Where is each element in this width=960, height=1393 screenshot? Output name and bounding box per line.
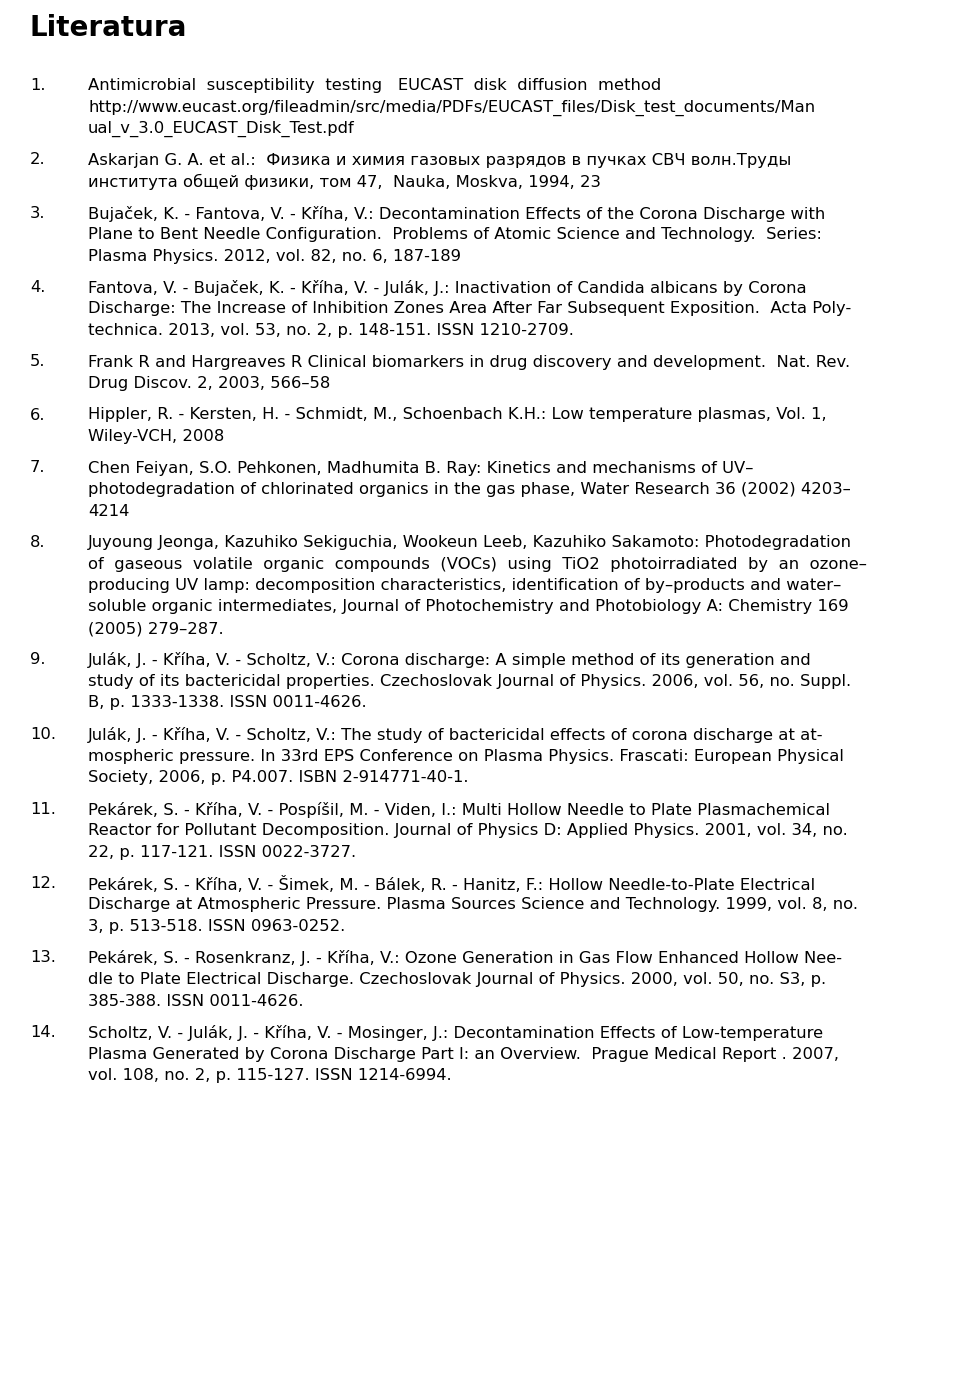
Text: Discharge at Atmospheric Pressure. Plasma Sources Science and Technology. 1999, : Discharge at Atmospheric Pressure. Plasm… xyxy=(88,897,858,912)
Text: Reactor for Pollutant Decomposition. Journal of Physics D: Applied Physics. 2001: Reactor for Pollutant Decomposition. Jou… xyxy=(88,823,848,839)
Text: 5.: 5. xyxy=(30,354,45,369)
Text: of  gaseous  volatile  organic  compounds  (VOCs)  using  TiO2  photoirradiated : of gaseous volatile organic compounds (V… xyxy=(88,556,867,571)
Text: Bujaček, K. - Fantova, V. - Kříha, V.: Decontamination Effects of the Corona Dis: Bujaček, K. - Fantova, V. - Kříha, V.: D… xyxy=(88,206,826,221)
Text: 22, p. 117-121. ISSN 0022-3727.: 22, p. 117-121. ISSN 0022-3727. xyxy=(88,844,356,859)
Text: Scholtz, V. - Julák, J. - Kříha, V. - Mosinger, J.: Decontamination Effects of L: Scholtz, V. - Julák, J. - Kříha, V. - Mo… xyxy=(88,1025,823,1041)
Text: Askarjan G. A. et al.:  Физика и химия газовых разрядов в пучках СВЧ волн.Труды: Askarjan G. A. et al.: Физика и химия га… xyxy=(88,152,791,167)
Text: Literatura: Literatura xyxy=(30,14,187,42)
Text: Society, 2006, p. P4.007. ISBN 2-914771-40-1.: Society, 2006, p. P4.007. ISBN 2-914771-… xyxy=(88,770,468,786)
Text: Pekárek, S. - Rosenkranz, J. - Kříha, V.: Ozone Generation in Gas Flow Enhanced : Pekárek, S. - Rosenkranz, J. - Kříha, V.… xyxy=(88,950,842,967)
Text: 3, p. 513-518. ISSN 0963-0252.: 3, p. 513-518. ISSN 0963-0252. xyxy=(88,919,346,933)
Text: B, p. 1333-1338. ISSN 0011-4626.: B, p. 1333-1338. ISSN 0011-4626. xyxy=(88,695,367,710)
Text: 13.: 13. xyxy=(30,950,56,965)
Text: 3.: 3. xyxy=(30,206,45,220)
Text: producing UV lamp: decomposition characteristics, identification of by–products : producing UV lamp: decomposition charact… xyxy=(88,578,841,593)
Text: 9.: 9. xyxy=(30,652,45,667)
Text: 11.: 11. xyxy=(30,801,56,816)
Text: Antimicrobial  susceptibility  testing   EUCAST  disk  diffusion  method: Antimicrobial susceptibility testing EUC… xyxy=(88,78,661,93)
Text: (2005) 279–287.: (2005) 279–287. xyxy=(88,621,224,637)
Text: http://www.eucast.org/fileadmin/src/media/PDFs/EUCAST_files/Disk_test_documents/: http://www.eucast.org/fileadmin/src/medi… xyxy=(88,99,815,116)
Text: 12.: 12. xyxy=(30,876,56,892)
Text: 14.: 14. xyxy=(30,1025,56,1041)
Text: Hippler, R. - Kersten, H. - Schmidt, M., Schoenbach K.H.: Low temperature plasma: Hippler, R. - Kersten, H. - Schmidt, M.,… xyxy=(88,408,827,422)
Text: Plasma Physics. 2012, vol. 82, no. 6, 187-189: Plasma Physics. 2012, vol. 82, no. 6, 18… xyxy=(88,248,461,263)
Text: Wiley-VCH, 2008: Wiley-VCH, 2008 xyxy=(88,429,225,444)
Text: Juyoung Jeonga, Kazuhiko Sekiguchia, Wookeun Leeb, Kazuhiko Sakamoto: Photodegra: Juyoung Jeonga, Kazuhiko Sekiguchia, Woo… xyxy=(88,535,852,550)
Text: Chen Feiyan, S.O. Pehkonen, Madhumita B. Ray: Kinetics and mechanisms of UV–: Chen Feiyan, S.O. Pehkonen, Madhumita B.… xyxy=(88,461,754,475)
Text: Frank R and Hargreaves R Clinical biomarkers in drug discovery and development. : Frank R and Hargreaves R Clinical biomar… xyxy=(88,354,851,369)
Text: 2.: 2. xyxy=(30,152,46,167)
Text: Pekárek, S. - Kříha, V. - Pospíšil, M. - Viden, I.: Multi Hollow Needle to Plate: Pekárek, S. - Kříha, V. - Pospíšil, M. -… xyxy=(88,801,830,818)
Text: Pekárek, S. - Kříha, V. - Šimek, M. - Bálek, R. - Hanitz, F.: Hollow Needle-to-P: Pekárek, S. - Kříha, V. - Šimek, M. - Bá… xyxy=(88,876,815,893)
Text: Discharge: The Increase of Inhibition Zones Area After Far Subsequent Exposition: Discharge: The Increase of Inhibition Zo… xyxy=(88,301,852,316)
Text: Julák, J. - Kříha, V. - Scholtz, V.: Corona discharge: A simple method of its ge: Julák, J. - Kříha, V. - Scholtz, V.: Cor… xyxy=(88,652,812,669)
Text: study of its bactericidal properties. Czechoslovak Journal of Physics. 2006, vol: study of its bactericidal properties. Cz… xyxy=(88,674,852,690)
Text: ual_v_3.0_EUCAST_Disk_Test.pdf: ual_v_3.0_EUCAST_Disk_Test.pdf xyxy=(88,121,355,137)
Text: 4.: 4. xyxy=(30,280,45,295)
Text: 385-388. ISSN 0011-4626.: 385-388. ISSN 0011-4626. xyxy=(88,993,303,1009)
Text: photodegradation of chlorinated organics in the gas phase, Water Research 36 (20: photodegradation of chlorinated organics… xyxy=(88,482,851,497)
Text: Julák, J. - Kříha, V. - Scholtz, V.: The study of bactericidal effects of corona: Julák, J. - Kříha, V. - Scholtz, V.: The… xyxy=(88,727,824,742)
Text: 6.: 6. xyxy=(30,408,45,422)
Text: 1.: 1. xyxy=(30,78,45,93)
Text: Drug Discov. 2, 2003, 566–58: Drug Discov. 2, 2003, 566–58 xyxy=(88,376,330,391)
Text: 4214: 4214 xyxy=(88,503,130,518)
Text: dle to Plate Electrical Discharge. Czechoslovak Journal of Physics. 2000, vol. 5: dle to Plate Electrical Discharge. Czech… xyxy=(88,972,827,988)
Text: technica. 2013, vol. 53, no. 2, p. 148-151. ISSN 1210-2709.: technica. 2013, vol. 53, no. 2, p. 148-1… xyxy=(88,323,574,338)
Text: института общей физики, том 47,  Nauka, Moskva, 1994, 23: института общей физики, том 47, Nauka, M… xyxy=(88,174,601,191)
Text: 7.: 7. xyxy=(30,461,45,475)
Text: 8.: 8. xyxy=(30,535,45,550)
Text: vol. 108, no. 2, p. 115-127. ISSN 1214-6994.: vol. 108, no. 2, p. 115-127. ISSN 1214-6… xyxy=(88,1068,451,1082)
Text: Fantova, V. - Bujaček, K. - Kříha, V. - Julák, J.: Inactivation of Candida albic: Fantova, V. - Bujaček, K. - Kříha, V. - … xyxy=(88,280,806,295)
Text: 10.: 10. xyxy=(30,727,56,742)
Text: mospheric pressure. In 33rd EPS Conference on Plasma Physics. Frascati: European: mospheric pressure. In 33rd EPS Conferen… xyxy=(88,748,844,763)
Text: Plasma Generated by Corona Discharge Part I: an Overview.  Prague Medical Report: Plasma Generated by Corona Discharge Par… xyxy=(88,1046,839,1061)
Text: soluble organic intermediates, Journal of Photochemistry and Photobiology A: Che: soluble organic intermediates, Journal o… xyxy=(88,599,849,614)
Text: Plane to Bent Needle Configuration.  Problems of Atomic Science and Technology. : Plane to Bent Needle Configuration. Prob… xyxy=(88,227,822,242)
